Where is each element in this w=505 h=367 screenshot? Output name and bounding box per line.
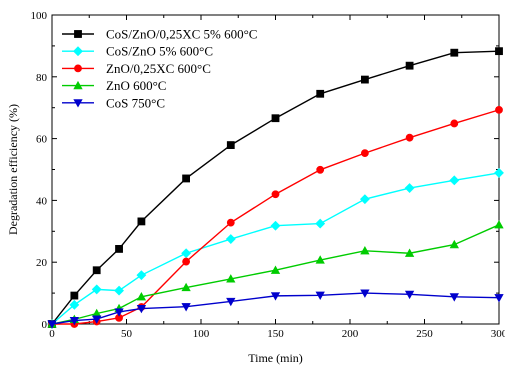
data-point (359, 194, 370, 205)
legend-entry: CoS 750°C (62, 95, 165, 110)
data-point (270, 265, 281, 274)
data-point (450, 119, 459, 128)
series-4 (47, 289, 504, 329)
legend-marker (73, 80, 83, 90)
series-layer (47, 47, 504, 329)
data-point (360, 149, 369, 158)
legend-entry: ZnO 600°C (62, 78, 166, 93)
data-point (181, 282, 191, 292)
legend-marker (73, 99, 83, 108)
data-point (225, 234, 236, 244)
y-tick-label: 60 (36, 134, 48, 146)
y-axis-title: Degradation efficiency (%) (6, 104, 20, 235)
legend-label: CoS 750°C (106, 95, 165, 110)
legend-entry: CoS/ZnO/0,25XC 5% 600°C (62, 27, 257, 42)
data-point (226, 141, 235, 149)
legend-marker (73, 46, 83, 57)
series-3 (47, 220, 504, 328)
data-point (226, 218, 235, 227)
data-point (70, 291, 79, 300)
data-point (136, 270, 147, 281)
data-point (92, 266, 101, 275)
legend: CoS/ZnO/0,25XC 5% 600°C CoS/ZnO 5% 600°C Z… (62, 27, 257, 110)
data-point (360, 75, 369, 84)
data-point (271, 114, 280, 123)
data-point (495, 105, 503, 114)
legend-entry: ZnO/0,25XC 600°C (62, 61, 211, 76)
data-point (115, 245, 123, 253)
x-tick-label: 250 (416, 328, 433, 340)
legend-label: CoS/ZnO/0,25XC 5% 600°C (106, 27, 257, 42)
data-point (92, 315, 102, 324)
data-point (316, 165, 325, 174)
data-point (136, 304, 147, 314)
data-point (69, 316, 79, 326)
y-tick-label: 80 (36, 72, 48, 84)
data-point (226, 297, 236, 307)
data-point (181, 248, 192, 259)
data-point (137, 217, 146, 226)
data-point (226, 274, 236, 283)
data-point (405, 61, 414, 70)
data-point (405, 133, 414, 142)
x-tick-label: 0 (49, 328, 55, 340)
x-axis-title: Time (min) (248, 351, 303, 365)
data-point (404, 248, 415, 257)
data-point (270, 292, 281, 301)
data-point (494, 294, 504, 303)
data-point (271, 190, 280, 199)
legend-label: ZnO 600°C (106, 78, 166, 93)
data-point (494, 167, 504, 178)
data-point (114, 285, 124, 296)
y-axis: 0 20 40 60 80 100 (31, 10, 499, 331)
data-point (315, 255, 325, 264)
data-point (47, 320, 57, 329)
x-tick-label: 300 (491, 328, 505, 340)
x-tick-label: 200 (342, 328, 359, 340)
data-point (449, 293, 459, 302)
y-tick-label: 100 (31, 10, 48, 22)
data-point (316, 89, 325, 98)
x-tick-label: 150 (267, 328, 284, 340)
data-point (404, 183, 415, 193)
legend-marker (74, 64, 82, 73)
legend-label: CoS/ZnO 5% 600°C (106, 44, 213, 59)
data-point (360, 246, 370, 255)
data-point (404, 290, 415, 300)
legend-entry: CoS/ZnO 5% 600°C (62, 44, 213, 59)
data-point (69, 299, 80, 310)
y-tick-label: 20 (36, 257, 48, 269)
legend-label: ZnO/0,25XC 600°C (106, 61, 211, 76)
data-point (182, 174, 190, 183)
data-point (91, 284, 102, 295)
data-point (182, 257, 190, 266)
y-tick-label: 0 (42, 319, 48, 331)
x-tick-label: 100 (193, 328, 210, 340)
data-point (450, 48, 459, 57)
data-point (270, 220, 281, 231)
x-axis: 0 50 100 150 200 250 300 (49, 15, 505, 340)
data-point (494, 220, 504, 229)
data-point (136, 292, 147, 301)
data-point (449, 175, 460, 186)
x-tick-label: 50 (121, 328, 133, 340)
data-point (114, 308, 124, 317)
legend-marker (74, 30, 82, 38)
data-point (449, 239, 459, 249)
data-point (315, 291, 325, 301)
data-point (360, 289, 370, 298)
data-point (495, 47, 503, 56)
data-point (315, 218, 326, 229)
data-point (181, 303, 191, 312)
y-tick-label: 40 (36, 195, 48, 207)
